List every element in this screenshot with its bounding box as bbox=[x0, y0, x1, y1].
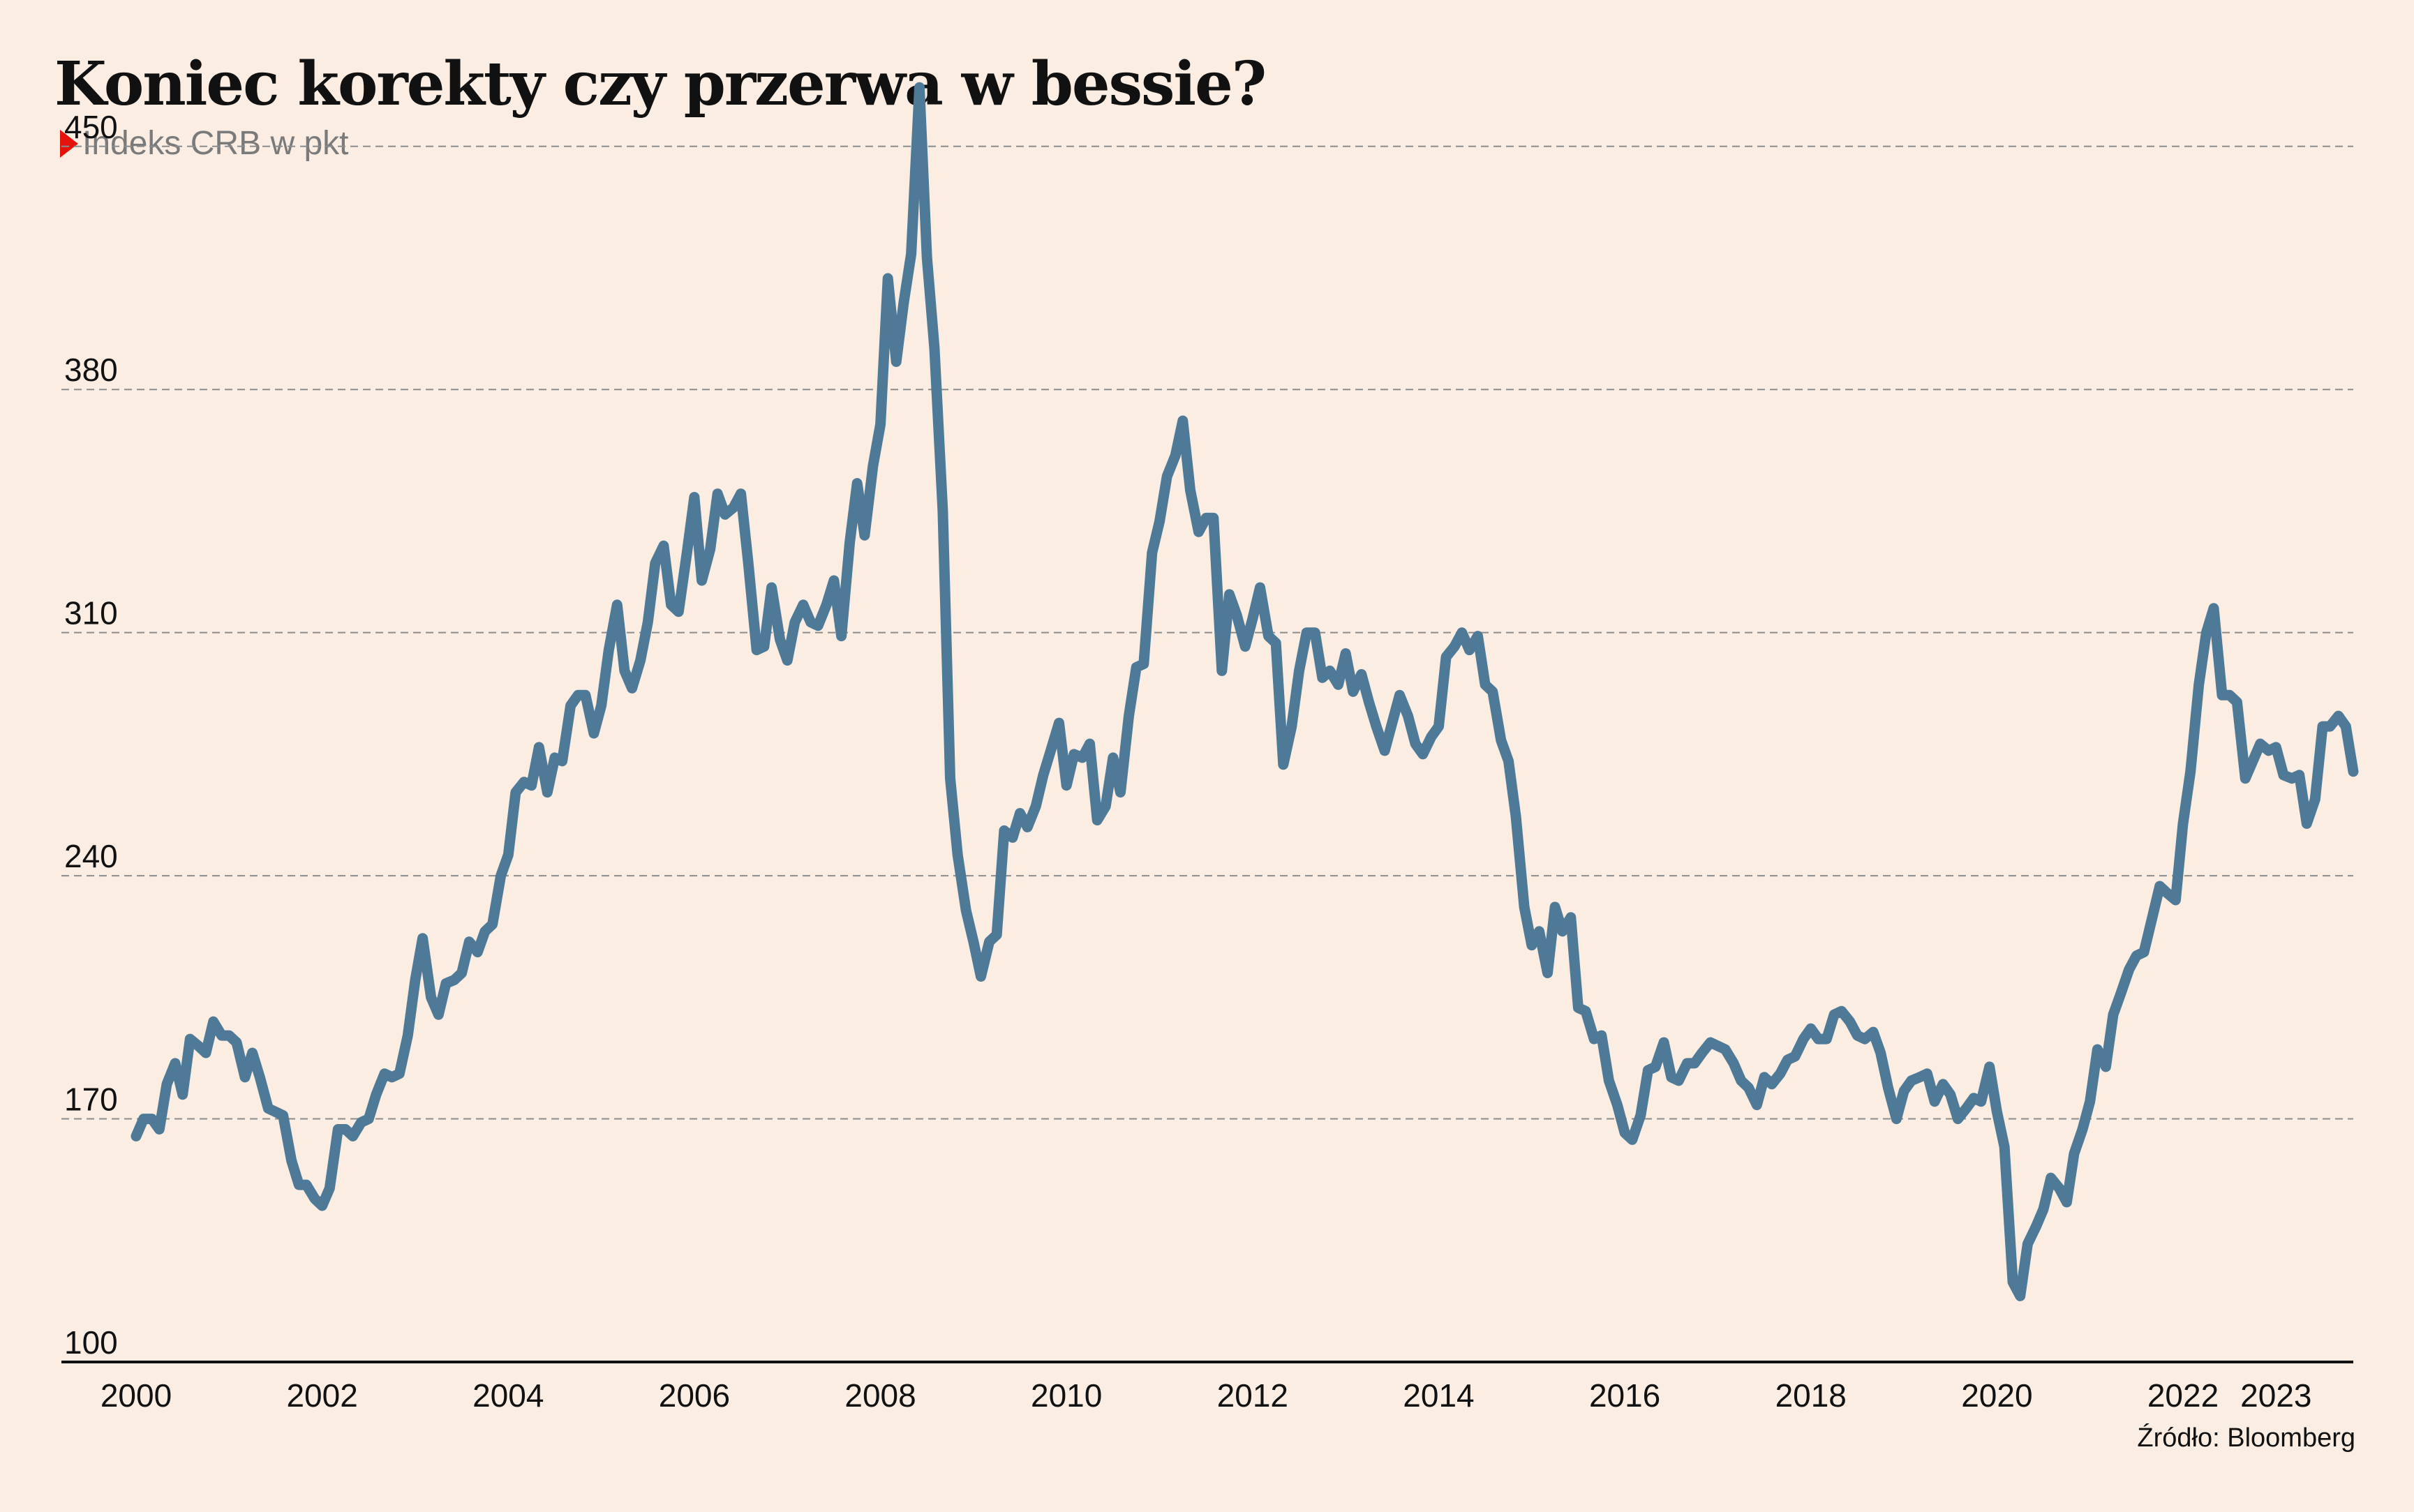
y-tick-label: 450 bbox=[64, 109, 118, 145]
x-tick-label: 2023 bbox=[2240, 1377, 2311, 1414]
y-tick-label: 240 bbox=[64, 838, 118, 874]
x-tick-label: 2022 bbox=[2147, 1377, 2219, 1414]
subtitle-text: Indeks CRB w pkt bbox=[82, 125, 349, 162]
y-tick-label: 100 bbox=[64, 1324, 118, 1361]
y-tick-label: 310 bbox=[64, 595, 118, 631]
x-tick-labels: 2000 2002 2004 2006 2008 2010 2012 2014 2016 2018… bbox=[100, 1377, 2312, 1414]
x-tick-label: 2004 bbox=[472, 1377, 544, 1414]
x-tick-label: 2008 bbox=[844, 1377, 916, 1414]
source-note: Źródło: Bloomberg bbox=[2137, 1423, 2355, 1453]
grid-lines bbox=[61, 145, 2353, 1120]
x-tick-label: 2020 bbox=[1961, 1377, 2032, 1414]
chart-title: Koniec korekty czy przerwa w bessie? bbox=[54, 49, 1267, 119]
x-tick-label: 2010 bbox=[1031, 1377, 1102, 1414]
y-tick-label: 170 bbox=[64, 1081, 118, 1118]
x-tick-label: 2016 bbox=[1589, 1377, 1660, 1414]
chart-subtitle: Indeks CRB w pkt bbox=[60, 124, 348, 163]
x-tick-label: 2006 bbox=[659, 1377, 730, 1414]
series-layer bbox=[131, 82, 2359, 1301]
series-line-crb bbox=[131, 82, 2359, 1301]
x-tick-label: 2000 bbox=[100, 1377, 172, 1414]
x-tick-label: 2014 bbox=[1403, 1377, 1474, 1414]
red-triangle-icon bbox=[60, 129, 78, 158]
x-tick-label: 2002 bbox=[286, 1377, 357, 1414]
x-tick-label: 2018 bbox=[1775, 1377, 1847, 1414]
y-tick-labels: 100 170 240 310 380 450 bbox=[64, 109, 118, 1361]
x-tick-label: 2012 bbox=[1217, 1377, 1288, 1414]
y-tick-label: 380 bbox=[64, 352, 118, 388]
